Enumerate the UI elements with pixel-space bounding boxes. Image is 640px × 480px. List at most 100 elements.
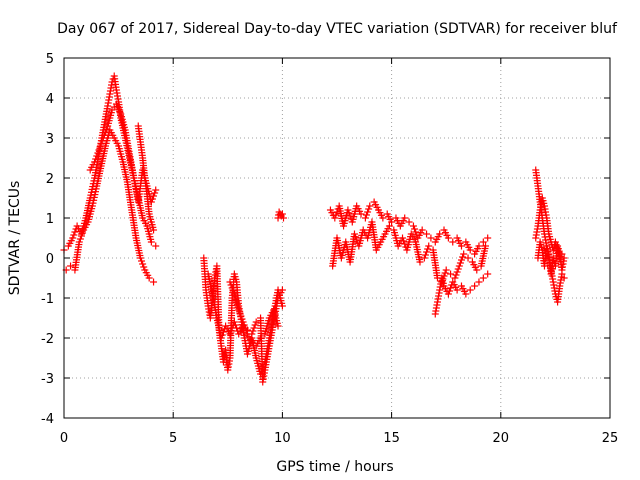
data-point bbox=[405, 218, 413, 226]
data-point bbox=[103, 125, 111, 133]
data-point bbox=[385, 222, 393, 230]
data-point bbox=[91, 158, 99, 166]
data-point bbox=[239, 318, 247, 326]
x-tick-label: 5 bbox=[169, 431, 177, 446]
data-point bbox=[560, 274, 568, 282]
x-tick-label: 25 bbox=[602, 431, 619, 446]
data-point bbox=[423, 230, 431, 238]
data-point bbox=[345, 209, 353, 217]
data-point bbox=[278, 286, 286, 294]
data-point bbox=[151, 189, 159, 197]
data-point bbox=[227, 281, 235, 289]
data-point bbox=[71, 228, 79, 236]
data-point bbox=[76, 235, 84, 243]
data-point bbox=[79, 229, 87, 237]
data-point bbox=[96, 143, 104, 151]
x-tick-label: 10 bbox=[274, 431, 291, 446]
data-point bbox=[249, 327, 257, 335]
data-point bbox=[447, 284, 455, 292]
data-point bbox=[479, 274, 487, 282]
data-point bbox=[475, 278, 483, 286]
x-axis-label: GPS time / hours bbox=[276, 459, 393, 475]
data-point bbox=[452, 271, 460, 279]
data-point bbox=[93, 152, 101, 160]
y-tick-label: -3 bbox=[41, 372, 54, 387]
data-point bbox=[228, 284, 236, 292]
data-point bbox=[411, 225, 419, 233]
data-point bbox=[97, 140, 105, 148]
series-seg-4a bbox=[326, 198, 492, 258]
series-seg-5c bbox=[534, 238, 568, 278]
data-point bbox=[152, 186, 160, 194]
data-point bbox=[447, 270, 455, 278]
data-point bbox=[473, 266, 481, 274]
data-point bbox=[444, 234, 452, 242]
data-point bbox=[233, 324, 241, 332]
y-tick-label: 3 bbox=[46, 132, 54, 147]
data-point bbox=[77, 232, 85, 240]
data-point bbox=[230, 318, 238, 326]
data-point bbox=[388, 218, 396, 226]
data-point bbox=[101, 128, 109, 136]
data-point bbox=[460, 250, 468, 258]
data-point bbox=[69, 234, 77, 242]
data-point bbox=[364, 208, 372, 216]
data-point bbox=[140, 263, 148, 271]
data-point bbox=[471, 282, 479, 290]
data-point bbox=[466, 246, 474, 254]
series-seg-4c bbox=[431, 270, 492, 318]
plot-frame bbox=[63, 57, 611, 419]
data-point bbox=[399, 234, 407, 242]
series-seg-1b bbox=[62, 126, 158, 286]
data-point bbox=[279, 214, 287, 222]
data-point bbox=[237, 312, 245, 320]
data-point bbox=[219, 328, 227, 336]
data-point bbox=[361, 214, 369, 222]
data-point bbox=[459, 253, 467, 261]
data-point bbox=[67, 262, 75, 270]
y-tick-label: -1 bbox=[41, 292, 54, 307]
data-point bbox=[150, 192, 158, 200]
series-seg-5b bbox=[532, 194, 566, 262]
y-tick-label: -4 bbox=[41, 412, 54, 427]
data-point bbox=[427, 234, 435, 242]
data-point bbox=[100, 131, 108, 139]
data-point bbox=[464, 254, 472, 262]
data-point bbox=[95, 146, 103, 154]
data-point bbox=[150, 226, 158, 234]
data-point bbox=[147, 238, 155, 246]
y-axis-label: SDTVAR / TECUs bbox=[7, 181, 23, 296]
series-seg-2c bbox=[226, 278, 282, 350]
series-seg-2b bbox=[204, 270, 286, 386]
data-point bbox=[94, 149, 102, 157]
data-point bbox=[241, 324, 249, 332]
data-point bbox=[365, 205, 373, 213]
series-seg-1d bbox=[134, 122, 158, 234]
data-point bbox=[466, 286, 474, 294]
data-point bbox=[420, 254, 428, 262]
data-point bbox=[251, 321, 259, 329]
data-point bbox=[401, 214, 409, 222]
data-points bbox=[60, 72, 568, 386]
data-point bbox=[366, 202, 374, 210]
data-point bbox=[98, 137, 106, 145]
data-point bbox=[248, 338, 256, 346]
y-tick-label: 5 bbox=[46, 52, 54, 67]
series-seg-3 bbox=[274, 208, 287, 222]
data-point bbox=[236, 309, 244, 317]
data-point bbox=[250, 324, 258, 332]
data-point bbox=[139, 260, 147, 268]
data-point bbox=[451, 274, 459, 282]
data-point bbox=[424, 245, 432, 253]
data-point bbox=[560, 254, 568, 262]
data-point bbox=[99, 134, 107, 142]
data-point bbox=[457, 242, 465, 250]
data-point bbox=[242, 327, 250, 335]
data-point bbox=[217, 334, 225, 342]
data-point bbox=[455, 262, 463, 270]
data-point bbox=[274, 322, 282, 330]
y-tick-label: 4 bbox=[46, 92, 54, 107]
data-point bbox=[462, 290, 470, 298]
data-point bbox=[484, 270, 492, 278]
